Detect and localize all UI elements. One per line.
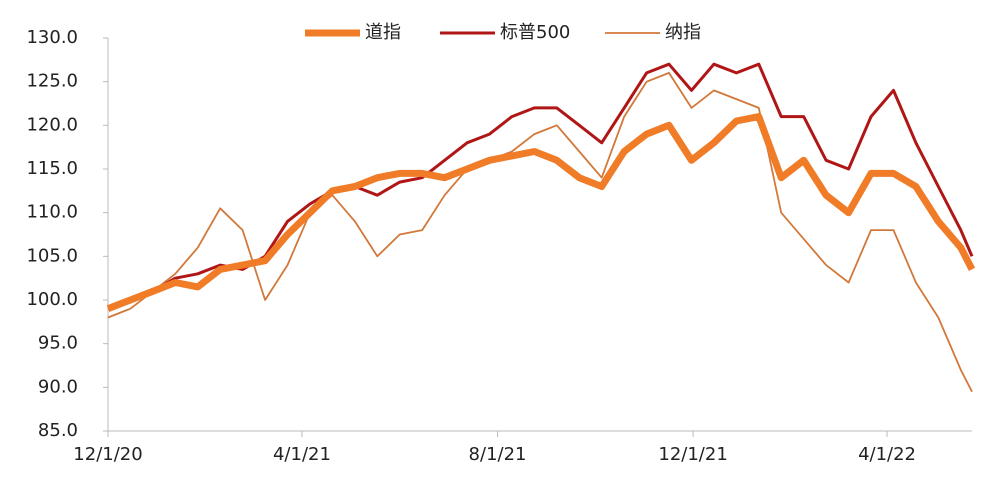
legend-label: 道指 <box>365 22 401 43</box>
x-tick-label: 4/1/22 <box>858 444 916 465</box>
series-line <box>107 62 974 311</box>
y-tick-label: 125.0 <box>26 71 78 92</box>
x-tick-label: 12/1/20 <box>73 444 142 465</box>
y-tick-label: 120.0 <box>26 114 78 135</box>
y-tick-label: 95.0 <box>38 333 78 354</box>
legend-label: 纳指 <box>665 22 701 43</box>
y-tick-label: 100.0 <box>26 289 78 310</box>
y-tick-label: 115.0 <box>26 158 78 179</box>
y-tick-label: 90.0 <box>38 376 78 397</box>
x-tick-label: 12/1/21 <box>658 444 727 465</box>
y-tick-label: 130.0 <box>26 27 78 48</box>
y-tick-label: 110.0 <box>26 202 78 223</box>
legend-label: 标普500 <box>500 22 570 43</box>
y-tick-label: 85.0 <box>38 420 78 441</box>
y-tick-label: 105.0 <box>26 245 78 266</box>
x-tick-label: 8/1/21 <box>469 444 527 465</box>
series-line <box>106 113 976 312</box>
x-tick-label: 4/1/21 <box>273 444 331 465</box>
series-line <box>107 72 973 393</box>
